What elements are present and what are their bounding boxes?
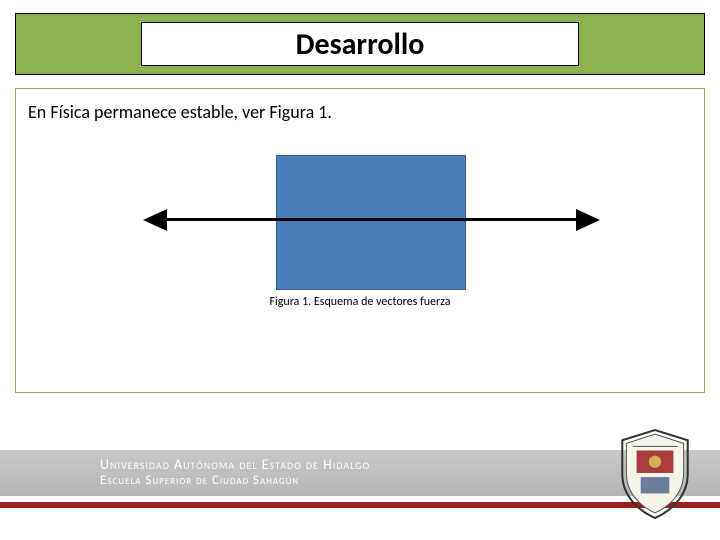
title-bar: Desarrollo (15, 13, 705, 75)
content-panel: En Física permanece estable, ver Figura … (15, 88, 705, 393)
title-inner-box: Desarrollo (141, 22, 579, 66)
diagram-block (276, 155, 466, 290)
figure-caption: Figura 1. Esquema de vectores fuerza (28, 295, 692, 309)
slide-footer: Universidad Autónoma del Estado de Hidal… (0, 420, 720, 540)
vector-line (163, 218, 579, 221)
footer-accent-bar (0, 502, 720, 508)
university-shield-icon (614, 428, 696, 520)
arrowhead-right-icon (576, 209, 600, 231)
slide-title: Desarrollo (296, 26, 425, 63)
footer-gray-bar: Universidad Autónoma del Estado de Hidal… (0, 450, 720, 496)
force-diagram: Figura 1. Esquema de vectores fuerza (28, 141, 692, 316)
arrowhead-left-icon (143, 209, 167, 231)
intro-text: En Física permanece estable, ver Figura … (28, 101, 692, 123)
